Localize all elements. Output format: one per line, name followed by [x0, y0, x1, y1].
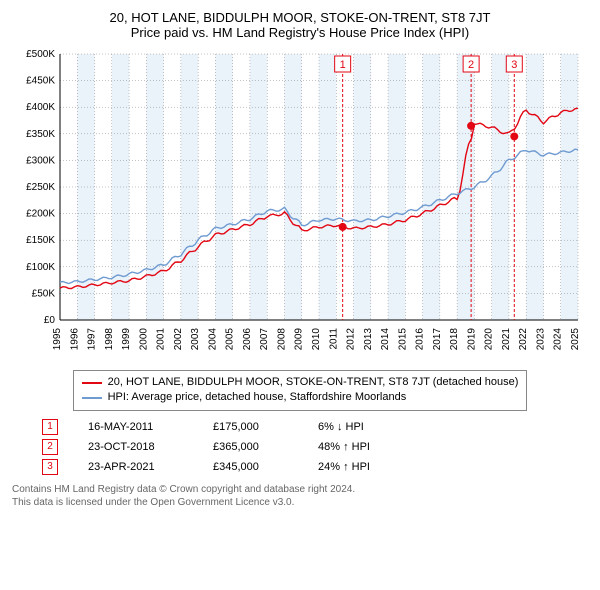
svg-text:£400K: £400K — [26, 102, 55, 113]
svg-text:£500K: £500K — [26, 49, 55, 60]
marker-badge: 2 — [42, 439, 58, 455]
svg-text:2023: 2023 — [535, 328, 546, 351]
marker-delta: 48% ↑ HPI — [318, 441, 408, 453]
svg-text:2001: 2001 — [156, 328, 167, 351]
marker-delta: 6% ↓ HPI — [318, 421, 408, 433]
chart-subtitle: Price paid vs. HM Land Registry's House … — [12, 25, 588, 40]
price-chart: £0 £50K £100K £150K £200K £250K £300K £350K £400… — [12, 46, 588, 366]
marker-row: 2 23-OCT-2018 £365,000 48% ↑ HPI — [12, 437, 588, 457]
marker-badge: 1 — [42, 419, 58, 435]
legend-swatch — [82, 382, 102, 384]
marker-price: £365,000 — [213, 441, 288, 453]
svg-text:£250K: £250K — [26, 182, 55, 193]
legend-swatch — [82, 397, 102, 399]
legend-label: HPI: Average price, detached house, Staf… — [108, 390, 407, 405]
svg-text:2019: 2019 — [466, 328, 477, 351]
svg-text:£450K: £450K — [26, 76, 55, 87]
footer-line: Contains HM Land Registry data © Crown c… — [12, 483, 588, 496]
chart-container: £0 £50K £100K £150K £200K £250K £300K £350K £400… — [12, 46, 588, 366]
footer-attribution: Contains HM Land Registry data © Crown c… — [12, 483, 588, 509]
svg-text:1999: 1999 — [121, 328, 132, 351]
svg-text:2008: 2008 — [276, 328, 287, 351]
marker-row: 3 23-APR-2021 £345,000 24% ↑ HPI — [12, 457, 588, 477]
svg-text:2007: 2007 — [259, 328, 270, 351]
footer-line: This data is licensed under the Open Gov… — [12, 496, 588, 509]
svg-text:2018: 2018 — [449, 328, 460, 351]
svg-text:2016: 2016 — [415, 328, 426, 351]
svg-text:£0: £0 — [44, 315, 56, 326]
svg-text:2014: 2014 — [380, 328, 391, 351]
svg-text:2009: 2009 — [294, 328, 305, 351]
svg-text:2013: 2013 — [363, 328, 374, 351]
marker-date: 23-OCT-2018 — [88, 441, 183, 453]
marker-date: 16-MAY-2011 — [88, 421, 183, 433]
legend-label: 20, HOT LANE, BIDDULPH MOOR, STOKE-ON-TR… — [108, 375, 519, 390]
marker-table: 1 16-MAY-2011 £175,000 6% ↓ HPI 2 23-OCT-2018… — [12, 417, 588, 477]
svg-text:2024: 2024 — [553, 328, 564, 351]
svg-text:1995: 1995 — [52, 328, 63, 351]
legend-item-hpi: HPI: Average price, detached house, Staf… — [82, 390, 519, 405]
svg-text:3: 3 — [511, 59, 517, 71]
svg-text:1998: 1998 — [104, 328, 115, 351]
legend: 20, HOT LANE, BIDDULPH MOOR, STOKE-ON-TR… — [73, 370, 528, 411]
svg-text:£100K: £100K — [26, 262, 55, 273]
svg-text:2: 2 — [468, 59, 474, 71]
svg-text:2004: 2004 — [207, 328, 218, 351]
svg-text:£300K: £300K — [26, 155, 55, 166]
svg-text:2017: 2017 — [432, 328, 443, 351]
svg-text:2002: 2002 — [173, 328, 184, 351]
svg-text:2021: 2021 — [501, 328, 512, 351]
marker-row: 1 16-MAY-2011 £175,000 6% ↓ HPI — [12, 417, 588, 437]
marker-badge: 3 — [42, 459, 58, 475]
legend-item-property: 20, HOT LANE, BIDDULPH MOOR, STOKE-ON-TR… — [82, 375, 519, 390]
svg-text:£350K: £350K — [26, 129, 55, 140]
marker-delta: 24% ↑ HPI — [318, 461, 408, 473]
svg-text:2006: 2006 — [242, 328, 253, 351]
svg-text:2011: 2011 — [328, 328, 339, 350]
svg-text:2015: 2015 — [397, 328, 408, 351]
svg-text:1997: 1997 — [87, 328, 98, 351]
svg-text:2003: 2003 — [190, 328, 201, 351]
svg-text:2010: 2010 — [311, 328, 322, 351]
svg-text:1: 1 — [340, 59, 346, 71]
svg-text:£200K: £200K — [26, 209, 55, 220]
svg-text:2020: 2020 — [484, 328, 495, 351]
marker-price: £345,000 — [213, 461, 288, 473]
svg-text:2005: 2005 — [225, 328, 236, 351]
svg-text:2000: 2000 — [138, 328, 149, 351]
marker-price: £175,000 — [213, 421, 288, 433]
svg-text:1996: 1996 — [69, 328, 80, 351]
marker-date: 23-APR-2021 — [88, 461, 183, 473]
chart-title: 20, HOT LANE, BIDDULPH MOOR, STOKE-ON-TR… — [12, 10, 588, 25]
svg-text:2012: 2012 — [346, 328, 357, 351]
svg-text:2022: 2022 — [518, 328, 529, 351]
svg-text:£150K: £150K — [26, 235, 55, 246]
svg-text:2025: 2025 — [570, 328, 581, 351]
svg-text:£50K: £50K — [32, 288, 56, 299]
